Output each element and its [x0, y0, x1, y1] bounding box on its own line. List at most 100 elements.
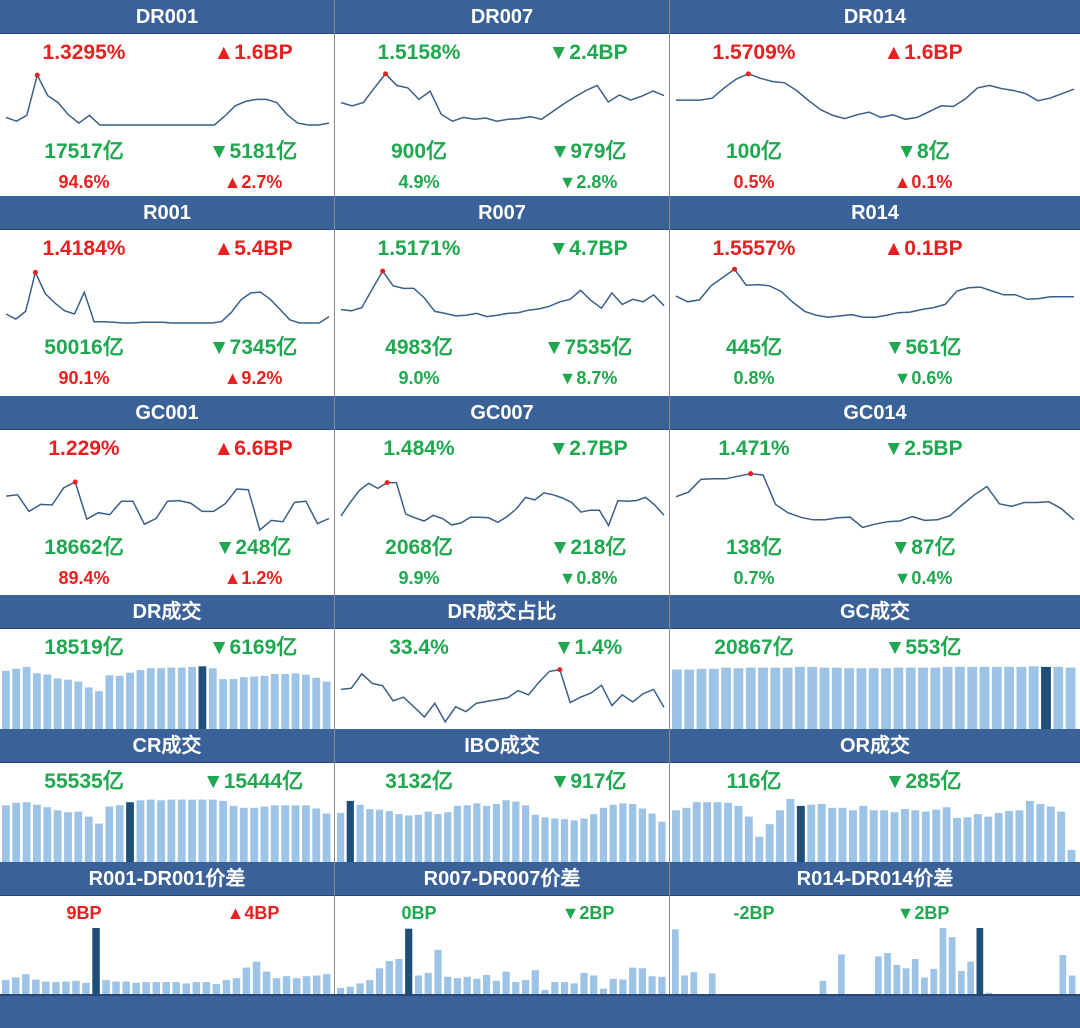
bar	[859, 805, 868, 862]
bar	[74, 811, 83, 862]
total-change: ▼917亿	[549, 770, 627, 793]
spread-change: ▼2BP	[561, 903, 615, 923]
bar	[157, 668, 165, 729]
bar	[930, 667, 941, 729]
rate-change: ▲1.6BP	[213, 41, 293, 64]
line-chart	[5, 479, 330, 532]
bar	[473, 978, 481, 994]
panel-dr成交: DR成交 18519亿 ▼6169亿	[0, 595, 335, 729]
bar	[208, 668, 217, 729]
volume-value: 50016亿	[44, 336, 124, 359]
series-line	[340, 481, 665, 528]
bar	[831, 667, 842, 729]
series-line	[675, 472, 1075, 529]
line-chart	[340, 268, 665, 318]
bar	[33, 804, 41, 862]
bar	[82, 982, 90, 994]
bar	[869, 810, 878, 862]
bar	[690, 972, 698, 994]
bar	[346, 986, 354, 994]
bar	[541, 817, 549, 862]
bar	[302, 976, 311, 994]
bar	[132, 982, 140, 994]
bar	[281, 805, 290, 862]
bar	[492, 980, 500, 994]
peak-point	[383, 71, 389, 77]
bar	[758, 667, 768, 729]
bar	[250, 676, 259, 729]
bar	[713, 802, 722, 862]
bar	[192, 982, 201, 994]
bar	[177, 667, 186, 729]
total-value: 116亿	[726, 770, 782, 793]
panel-title: OR成交	[670, 729, 1080, 763]
bar	[512, 801, 520, 862]
volume-change: ▼561亿	[884, 336, 962, 359]
bar	[570, 820, 578, 862]
bar	[638, 808, 646, 862]
bar	[483, 805, 491, 862]
bar	[74, 681, 83, 729]
bar	[942, 807, 951, 862]
bar	[1004, 666, 1014, 729]
bar	[911, 810, 920, 862]
bar	[219, 679, 227, 729]
line-chart	[340, 71, 665, 123]
share-change: ▼8.7%	[558, 368, 618, 388]
bar	[502, 971, 510, 994]
bar	[570, 983, 578, 994]
bar	[198, 799, 207, 862]
bar	[755, 836, 764, 862]
bar	[239, 807, 248, 862]
bar	[292, 978, 301, 994]
bar	[648, 976, 656, 994]
bar	[395, 959, 403, 994]
bar	[911, 959, 919, 994]
rate-change: ▲0.1BP	[883, 237, 963, 260]
rate-value: 1.3295%	[42, 41, 126, 64]
panel-title: R001	[0, 196, 334, 230]
bar	[291, 805, 300, 862]
total-value: 33.4%	[389, 636, 449, 659]
volume-change: ▼248亿	[214, 536, 292, 559]
rate-value: 1.4184%	[42, 237, 126, 260]
share-change: ▼0.4%	[893, 568, 953, 588]
volume-value: 18662亿	[44, 536, 124, 559]
bar	[770, 667, 781, 729]
bar	[302, 674, 310, 729]
bar	[672, 669, 682, 729]
bar	[629, 967, 637, 994]
panel-title: DR014	[670, 0, 1080, 34]
bar	[881, 668, 891, 729]
bar	[963, 817, 972, 862]
bar	[708, 668, 719, 729]
line-chart	[5, 269, 330, 324]
bar	[385, 811, 393, 862]
panel-title: DR001	[0, 0, 334, 34]
rate-value: 1.229%	[48, 437, 120, 460]
bar	[994, 812, 1003, 862]
bar	[52, 982, 60, 994]
bar	[838, 807, 847, 862]
series-line	[675, 268, 1074, 318]
total-change: ▼553亿	[884, 636, 962, 659]
volume-value: 138亿	[725, 536, 783, 559]
bar	[453, 978, 461, 994]
peak-point	[748, 471, 754, 477]
peak-point	[557, 667, 563, 673]
bar	[1015, 810, 1024, 862]
bar	[807, 804, 816, 862]
volume-change: ▼8亿	[896, 140, 950, 163]
rate-change: ▼4.7BP	[548, 237, 628, 260]
bar	[629, 804, 637, 862]
bar	[208, 799, 217, 862]
bar	[733, 668, 744, 729]
bar	[817, 804, 826, 862]
panel-r014-dr014价差: R014-DR014价差 -2BP ▼2BP	[670, 862, 1080, 994]
share-value: 0.7%	[733, 568, 775, 588]
bar	[580, 972, 588, 994]
bar	[672, 929, 679, 994]
panel-title: DR成交占比	[335, 595, 669, 629]
bar	[414, 975, 423, 994]
bar	[1016, 666, 1027, 729]
